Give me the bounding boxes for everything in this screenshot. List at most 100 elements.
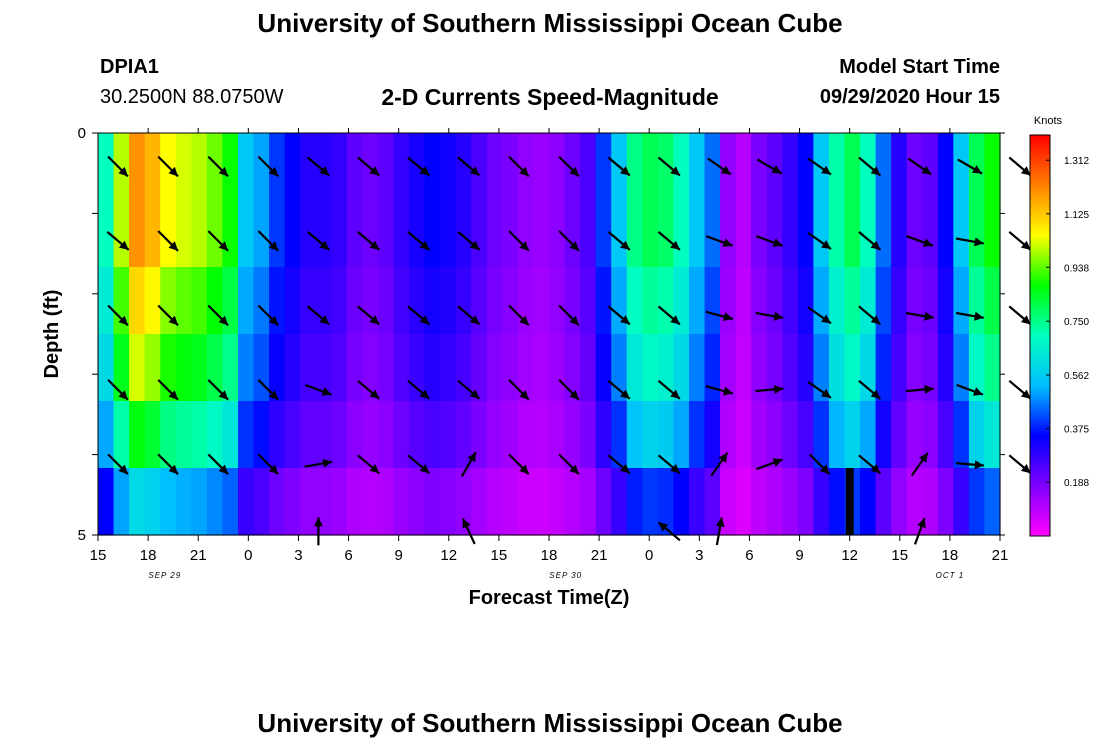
heatmap-cell [968,334,986,402]
heatmap-cell [393,401,410,469]
current-arrow [107,155,129,178]
heatmap-cell [564,200,581,268]
current-arrow [657,231,681,251]
heatmap-cell [144,334,161,402]
current-arrow [207,304,229,327]
heatmap-cell [549,267,566,335]
current-arrow [955,237,984,247]
heatmap-cell [362,468,379,536]
heatmap-cell [766,200,783,268]
heatmap-cell [937,468,954,536]
heatmap-cell [346,267,363,335]
current-arrow [558,230,580,252]
heatmap-cell [284,468,301,536]
current-arrow [457,156,481,177]
heatmap-cell [891,200,908,268]
heatmap-cell [937,334,954,402]
heatmap-cell [549,401,566,469]
current-arrow [607,305,631,326]
heatmap-cell [922,468,939,536]
heatmap-cell [237,334,255,402]
heatmap-cell [486,200,503,268]
heatmap-cell [98,200,115,268]
current-arrow [607,454,631,475]
heatmap-cell [875,267,892,335]
heatmap-cell [984,267,1001,335]
heatmap-cell [968,401,986,469]
heatmap-cell [237,401,255,469]
heatmap-cell [222,133,239,201]
heatmap-cell [953,267,970,335]
heatmap-cell [735,267,752,335]
x-tick-label: 3 [294,547,302,564]
arrow-head [973,387,983,396]
arrow-head [218,241,229,251]
arrow-head [519,390,529,400]
heatmap-cell [906,133,923,201]
arrow-head [670,240,680,250]
current-arrow [858,305,882,326]
heatmap-cell [440,133,457,201]
x-tick-label: 21 [190,547,207,564]
current-arrow [407,305,431,326]
heatmap-cell [253,468,270,536]
heatmap-cell [891,334,908,402]
heatmap-cell [688,334,706,402]
current-arrow [1008,231,1032,251]
heatmap-cell [315,133,332,201]
heatmap-cell [860,334,877,402]
heatmap-cell [564,267,581,335]
heatmap-cell [300,468,317,536]
heatmap-cell [362,267,379,335]
heatmap-cell [580,200,597,268]
heatmap-cell [673,401,690,469]
heatmap-cell [409,334,426,402]
heatmap-cell [766,401,783,469]
heatmap-cell [875,200,892,268]
heatmap-cell [160,401,177,469]
heatmap-cell [813,200,830,268]
heatmap-cell [486,334,503,402]
heatmap-cell [377,468,395,536]
current-arrow [607,231,631,251]
x-tick-label: 6 [745,547,753,564]
heatmap-cell [891,468,908,536]
current-arrow [657,379,681,400]
heatmap-cell [486,401,503,469]
current-arrow [907,157,932,176]
heatmap-cell [906,468,923,536]
arrow-head [569,315,579,326]
arrow-head [819,464,830,475]
heatmap-cell [564,401,581,469]
heatmap-cell [595,468,612,536]
heatmap-cell [284,200,301,268]
arrow-head [772,238,783,247]
arrow-head [620,240,630,250]
current-arrow [858,379,882,400]
heatmap-cell [766,334,783,402]
heatmap-cell [377,267,395,335]
heatmap-cell [424,200,441,268]
heatmap-cell [875,401,892,469]
heatmap-cell [315,401,332,469]
heatmap-cell [922,133,939,201]
heatmap-cell [269,334,286,402]
heatmap-cell [160,468,177,536]
current-arrow [461,518,476,545]
current-arrow [906,235,934,247]
current-arrows [106,155,1032,546]
heatmap-cell [502,401,519,469]
heatmap-cell [253,133,270,201]
heatmap-cell [300,267,317,335]
heatmap-cell [206,200,224,268]
current-arrow [304,383,332,396]
heatmap-cell [766,468,783,536]
currents-heatmap-chart: 15 18 21 0 3 6 9 12 15 18 21 0 3 6 9 12 15 18 21 SEP 29 SEP … [41,115,1089,609]
heatmap-cell [688,200,706,268]
current-arrow [807,157,832,176]
arrow-head [168,390,178,400]
heatmap-cell [860,133,877,201]
heatmap-cell [828,334,846,402]
heatmap-cell [720,133,737,201]
heatmap-cell [393,468,410,536]
